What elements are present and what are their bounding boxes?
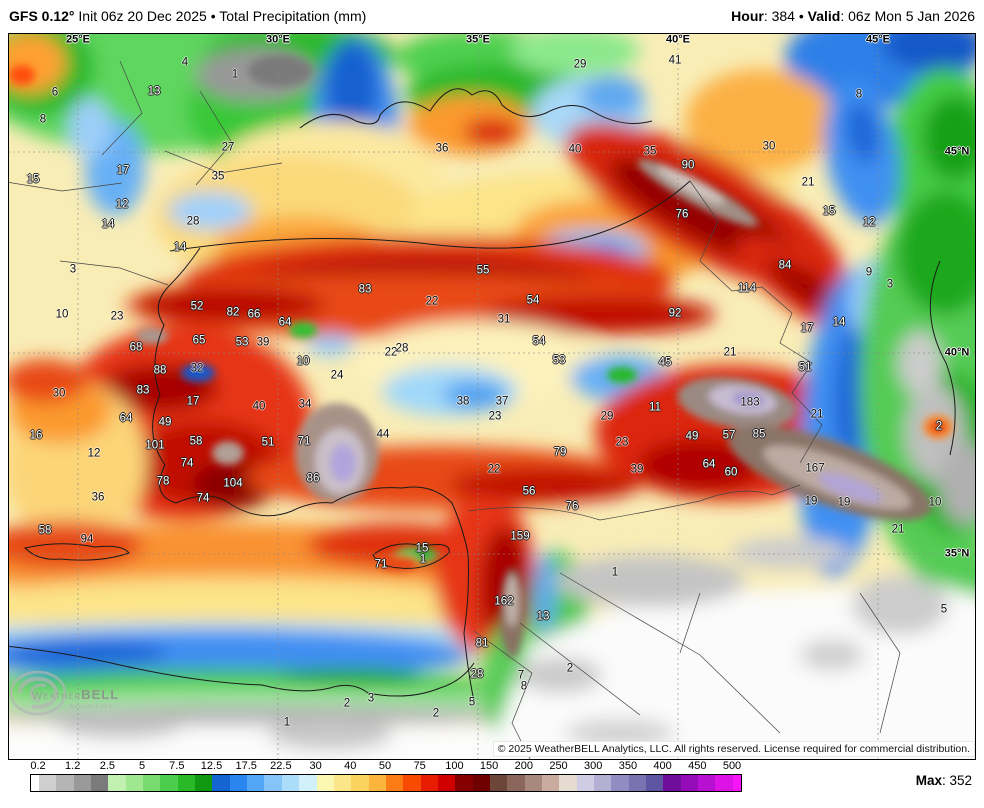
colorbar-cell bbox=[39, 775, 57, 791]
colorbar-tick: 500 bbox=[722, 760, 742, 772]
colorbar-cell bbox=[472, 775, 490, 791]
colorbar-cell bbox=[420, 775, 438, 791]
colorbar-cell bbox=[524, 775, 542, 791]
colorbar-tick: 250 bbox=[549, 760, 568, 772]
copyright-notice: © 2025 WeatherBELL Analytics, LLC. All r… bbox=[492, 741, 975, 757]
colorbar-cell bbox=[715, 775, 733, 791]
colorbar-cell bbox=[229, 775, 248, 791]
colorbar-cell bbox=[507, 775, 525, 791]
header-bar: GFS 0.12° Init 06z 20 Dec 2025 • Total P… bbox=[0, 0, 984, 33]
colorbar-tick: 7.5 bbox=[169, 760, 185, 772]
max-value-readout: Max: 352 bbox=[916, 773, 972, 788]
hour-label: Hour bbox=[731, 8, 764, 24]
logo-sub-text: Analytics LLC bbox=[70, 704, 114, 710]
title-init-text: Init 06z 20 Dec 2025 • Total Precipitati… bbox=[74, 8, 367, 24]
model-name: GFS 0.12° bbox=[9, 8, 75, 24]
colorbar-cell bbox=[646, 775, 664, 791]
colorbar-cell bbox=[576, 775, 594, 791]
colorbar-cell bbox=[698, 775, 716, 791]
colorbar-tick: 12.5 bbox=[200, 760, 223, 772]
colorbar-tick: 30 bbox=[309, 760, 322, 772]
colorbar-tick: 350 bbox=[618, 760, 638, 772]
colorbar-cell bbox=[680, 775, 699, 791]
precip-shading bbox=[0, 33, 984, 760]
weatherbell-swirl-icon bbox=[9, 670, 67, 716]
colorbar-cell bbox=[541, 775, 560, 791]
colorbar-tick: 300 bbox=[584, 760, 603, 772]
colorbar-cell bbox=[732, 775, 741, 791]
map-frame bbox=[8, 33, 976, 760]
colorbar-cell bbox=[31, 775, 39, 791]
colorbar-tick: 2.5 bbox=[99, 760, 116, 772]
map-title: GFS 0.12° Init 06z 20 Dec 2025 • Total P… bbox=[9, 8, 366, 24]
colorbar-cell bbox=[437, 775, 456, 791]
colorbar-tick: 100 bbox=[445, 760, 464, 772]
colorbar-tick: 200 bbox=[514, 760, 533, 772]
colorbar-tick: 400 bbox=[653, 760, 672, 772]
coastlines bbox=[0, 88, 956, 702]
colorbar-cell bbox=[212, 775, 230, 791]
colorbar-tick: 22.5 bbox=[270, 760, 292, 772]
colorbar-tick: 150 bbox=[479, 760, 499, 772]
colorbar-cell bbox=[333, 775, 352, 791]
precip-map-graphic bbox=[0, 33, 984, 760]
country-borders bbox=[0, 60, 901, 760]
colorbar-cell bbox=[143, 775, 161, 791]
valid-value: : 06z Mon 5 Jan 2026 bbox=[840, 8, 975, 24]
colorbar-tick: 40 bbox=[344, 760, 357, 772]
colorbar-cell bbox=[195, 775, 213, 791]
colorbar-cell bbox=[91, 775, 109, 791]
colorbar-tick: 1.2 bbox=[65, 760, 81, 772]
colorbar-cell bbox=[177, 775, 196, 791]
colorbar-cell bbox=[455, 775, 473, 791]
colorbar-cell bbox=[559, 775, 577, 791]
max-label: Max bbox=[915, 773, 942, 788]
colorbar-cell bbox=[56, 775, 74, 791]
colorbar-cell bbox=[594, 775, 612, 791]
colorbar-cell bbox=[73, 775, 92, 791]
colorbar-cell bbox=[108, 775, 126, 791]
colorbar-cell bbox=[663, 775, 681, 791]
lat-lon-gridlines bbox=[8, 33, 976, 760]
logo-bell-text: BELL bbox=[81, 687, 120, 702]
colorbar bbox=[30, 774, 742, 792]
hour-value: : 384 • bbox=[763, 8, 808, 24]
colorbar-cell bbox=[385, 775, 404, 791]
max-value: : 352 bbox=[941, 773, 972, 788]
logo-weather-text: Weather bbox=[32, 690, 82, 702]
colorbar-cell bbox=[281, 775, 300, 791]
colorbar-cell bbox=[316, 775, 334, 791]
colorbar-tick: 0.2 bbox=[30, 760, 46, 772]
colorbar-cell bbox=[611, 775, 629, 791]
weatherbell-logo-text: WeatherBELL Analytics LLC bbox=[32, 686, 119, 710]
colorbar-cell bbox=[403, 775, 421, 791]
precipitation-map: 13 6 8 4 1 27 36 15 17 35 12 28 14 14 3 29 41 8 40 35 30 90 21… bbox=[0, 33, 984, 760]
legend-section: 0.2 1.2 2.5 5 7.5 12.5 17.5 22.5 30 40 50 75 100 150 2… bbox=[0, 760, 984, 808]
colorbar-tick: 50 bbox=[378, 760, 392, 772]
colorbar-cell bbox=[264, 775, 282, 791]
colorbar-cell bbox=[125, 775, 144, 791]
colorbar-cell bbox=[628, 775, 647, 791]
colorbar-cell bbox=[247, 775, 265, 791]
colorbar-tick: 75 bbox=[413, 760, 426, 772]
colorbar-tick: 17.5 bbox=[235, 760, 257, 772]
precip-cores bbox=[9, 55, 953, 658]
valid-label: Valid bbox=[807, 8, 841, 24]
colorbar-cell bbox=[368, 775, 386, 791]
weatherbell-watermark: WeatherBELL Analytics LLC bbox=[8, 666, 148, 722]
valid-time-info: Hour: 384 • Valid: 06z Mon 5 Jan 2026 bbox=[731, 8, 975, 24]
colorbar-cell bbox=[299, 775, 317, 791]
colorbar-tick: 450 bbox=[688, 760, 707, 772]
colorbar-tick: 5 bbox=[139, 760, 146, 772]
colorbar-cell bbox=[351, 775, 369, 791]
colorbar-cell bbox=[489, 775, 508, 791]
colorbar-cell bbox=[160, 775, 178, 791]
